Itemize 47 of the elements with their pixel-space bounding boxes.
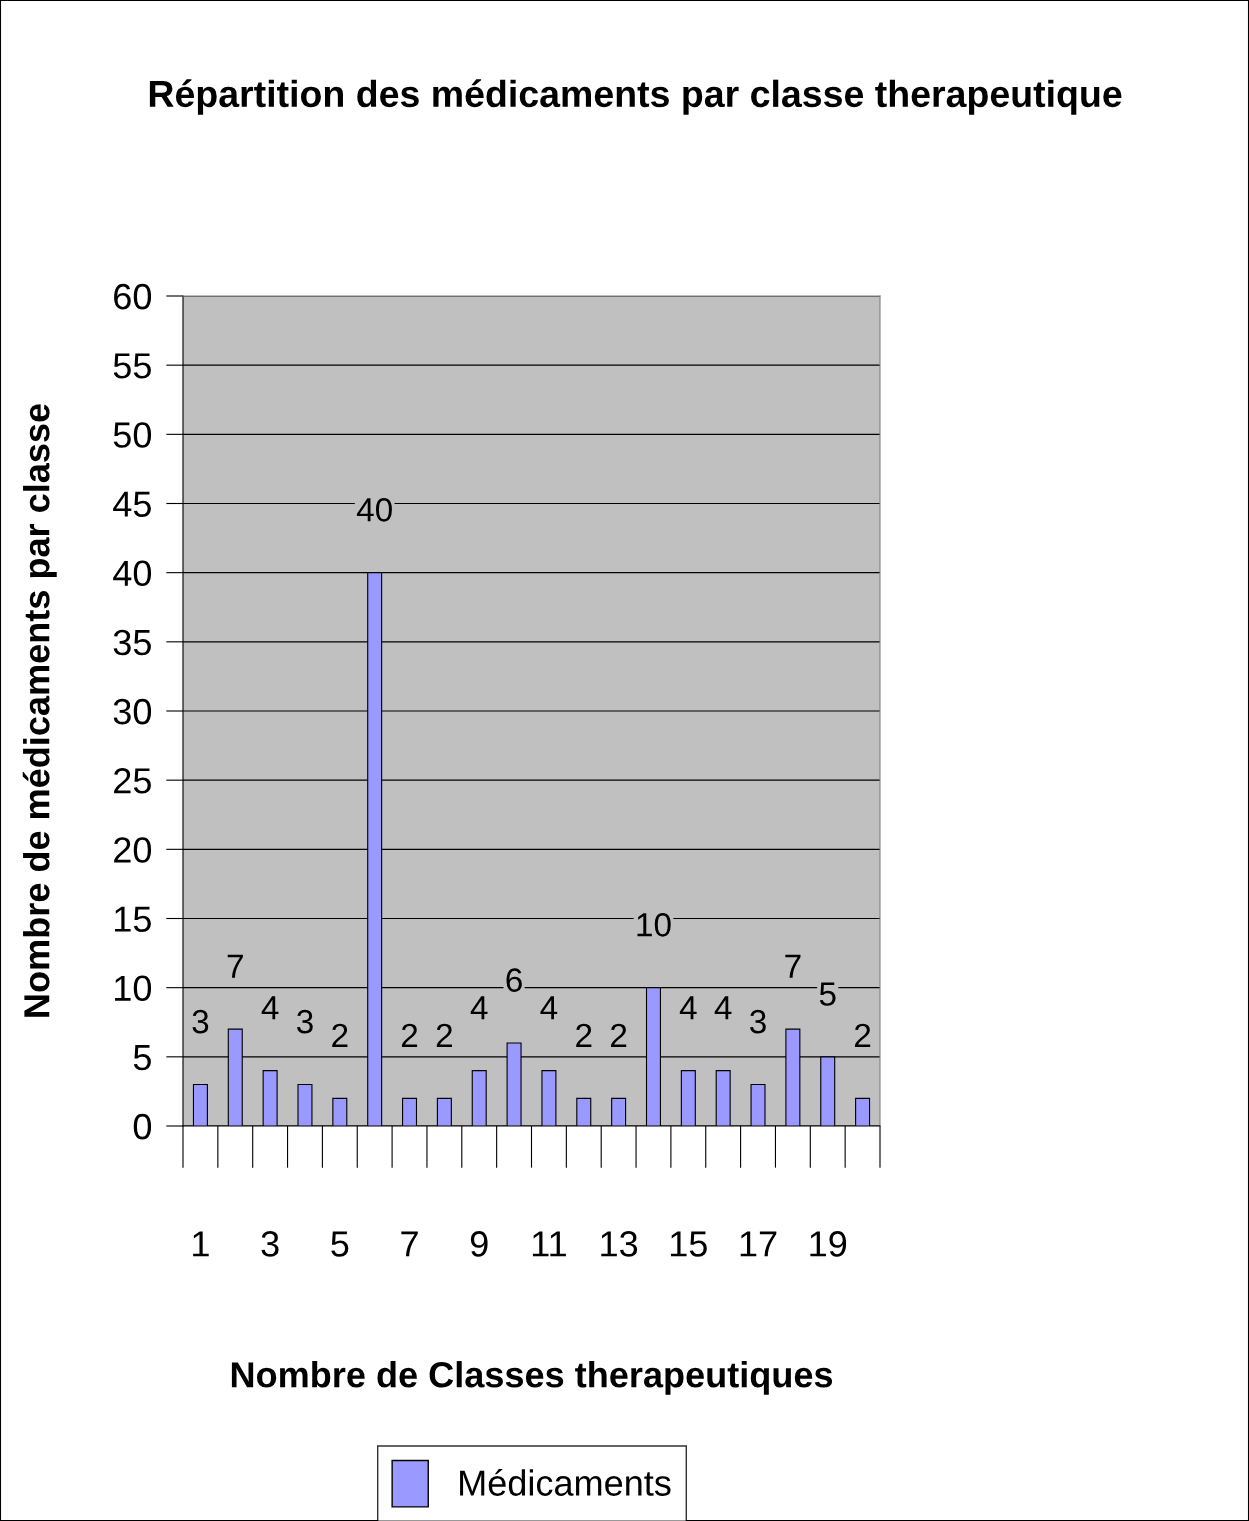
data-label: 2: [576, 1023, 592, 1047]
x-tick-label: 19: [810, 1231, 847, 1257]
y-tick-label: 45: [113, 491, 151, 517]
x-tick-label: 7: [401, 1231, 418, 1257]
y-tick-label: 0: [133, 1113, 152, 1140]
data-label: 2: [332, 1023, 348, 1047]
y-tick-label: 20: [114, 837, 152, 863]
legend-label: Médicaments: [460, 1468, 671, 1496]
x-tick-label: 13: [601, 1231, 638, 1257]
y-tick-label: 30: [113, 698, 152, 725]
x-tick-label: 11: [532, 1231, 566, 1257]
y-tick-label: 35: [113, 629, 151, 656]
data-label: 5: [819, 982, 836, 1006]
data-label: 7: [785, 954, 801, 978]
y-tick-label: 25: [114, 768, 151, 794]
data-label: 6: [506, 968, 522, 992]
data-label: 4: [470, 996, 488, 1020]
data-label: 3: [192, 1009, 209, 1034]
data-label: 2: [401, 1023, 418, 1047]
data-label: 2: [436, 1023, 452, 1047]
x-tick-label: 1: [193, 1231, 209, 1257]
x-axis-title: Nombre de Classes therapeutiques: [231, 1361, 833, 1395]
data-label: 4: [540, 996, 558, 1020]
y-axis-title: Nombre de médicaments par classe: [22, 404, 57, 1017]
x-tick-label: 9: [470, 1231, 488, 1257]
data-label: 3: [750, 1009, 766, 1034]
y-tick-label: 5: [133, 1045, 151, 1071]
y-tick-label: 60: [114, 283, 152, 310]
x-tick-label: 17: [740, 1231, 777, 1257]
data-label: 4: [714, 996, 732, 1020]
x-tick-label: 5: [331, 1231, 349, 1257]
y-tick-label: 10: [115, 975, 152, 1002]
data-label: 7: [227, 954, 243, 978]
data-label: 2: [611, 1023, 627, 1047]
y-tick-label: 55: [113, 353, 151, 379]
y-tick-label: 15: [115, 906, 151, 932]
chart-title: Répartition des médicaments par classe therapeutique: [149, 79, 1122, 115]
data-label: 10: [637, 913, 671, 937]
x-tick-label: 3: [261, 1231, 279, 1257]
y-tick-label: 50: [113, 422, 152, 448]
data-label: 40: [356, 498, 392, 522]
data-label: 4: [679, 996, 697, 1020]
y-tick-label: 40: [113, 560, 152, 587]
data-label: 2: [854, 1023, 871, 1047]
data-label: 3: [296, 1009, 313, 1034]
data-label: 4: [261, 996, 279, 1020]
x-tick-label: 15: [671, 1231, 707, 1257]
